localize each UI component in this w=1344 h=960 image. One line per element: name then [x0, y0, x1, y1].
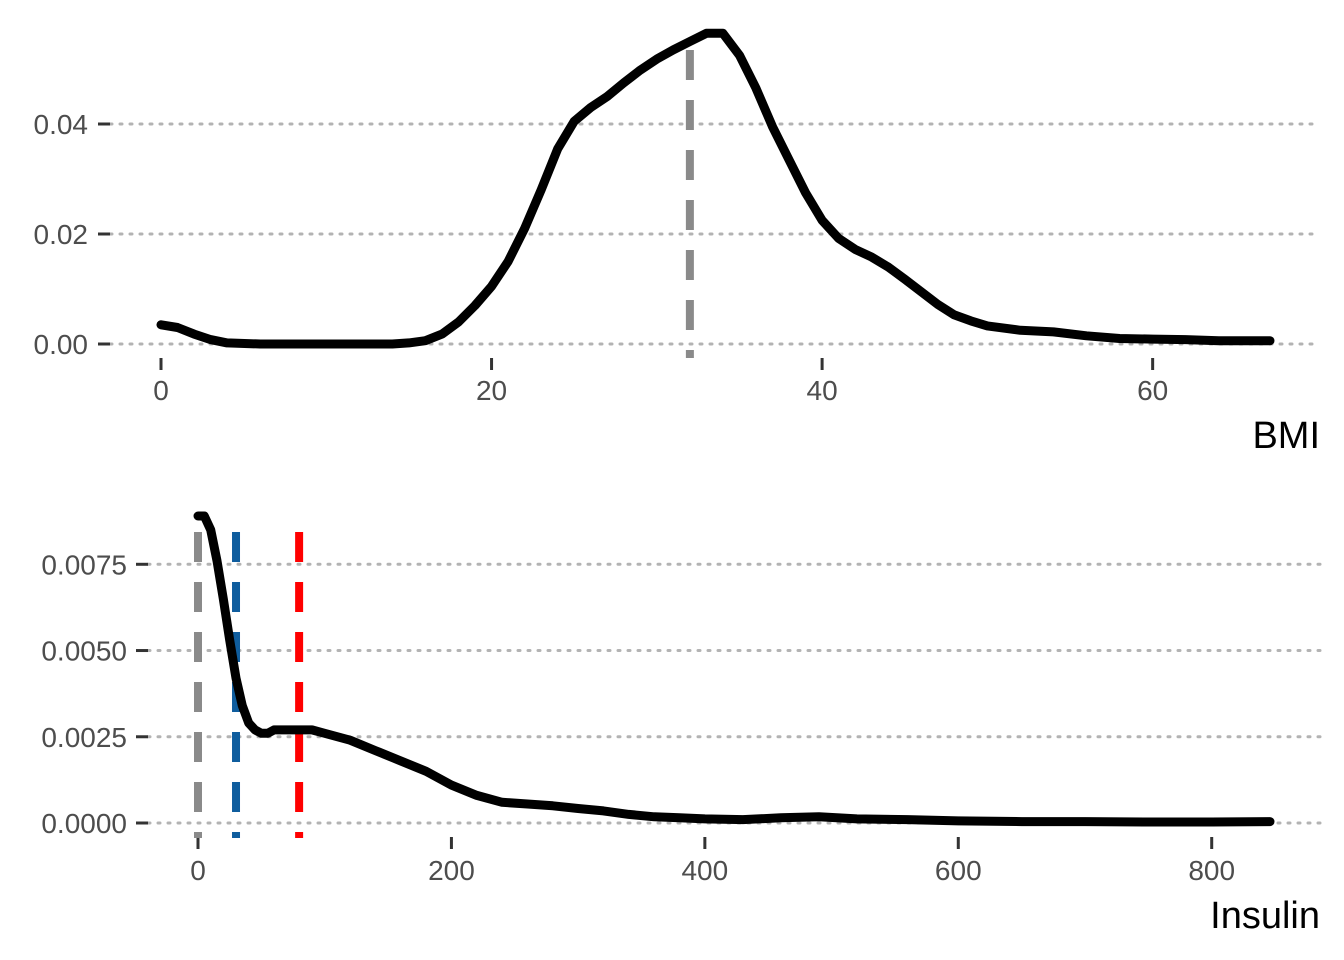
insulin-y-tick-label: 0.0050: [41, 636, 127, 667]
bmi-y-tick-label: 0.02: [34, 219, 89, 250]
insulin-y-tick-label: 0.0025: [41, 722, 127, 753]
insulin-y-tick-label: 0.0000: [41, 808, 127, 839]
bmi-x-axis-title: BMI: [1252, 415, 1320, 457]
insulin-density-panel: 0.0000 0.0025 0.0050 0.0075 0 200 400 600 800 Ins…: [41, 511, 1322, 937]
bmi-x-tick-label: 20: [476, 375, 507, 406]
bmi-x-tick-label: 40: [807, 375, 838, 406]
insulin-x-axis-title: Insulin: [1210, 895, 1320, 937]
insulin-x-tick-label: 800: [1188, 855, 1235, 886]
insulin-x-tick-label: 200: [428, 855, 475, 886]
insulin-y-tick-label: 0.0075: [41, 549, 127, 580]
bmi-y-tick-label: 0.00: [34, 329, 89, 360]
bmi-x-tick-label: 0: [153, 375, 169, 406]
insulin-density-curve: [193, 511, 1275, 827]
insulin-x-tick-label: 600: [935, 855, 982, 886]
insulin-x-tick-label: 0: [190, 855, 206, 886]
bmi-density-curve: [156, 28, 1275, 349]
bmi-y-tick-label: 0.04: [34, 109, 89, 140]
insulin-x-tick-label: 400: [681, 855, 728, 886]
bmi-density-panel: 0.00 0.02 0.04 0 20 40 60 BMI: [34, 28, 1322, 457]
bmi-x-tick-label: 60: [1137, 375, 1168, 406]
